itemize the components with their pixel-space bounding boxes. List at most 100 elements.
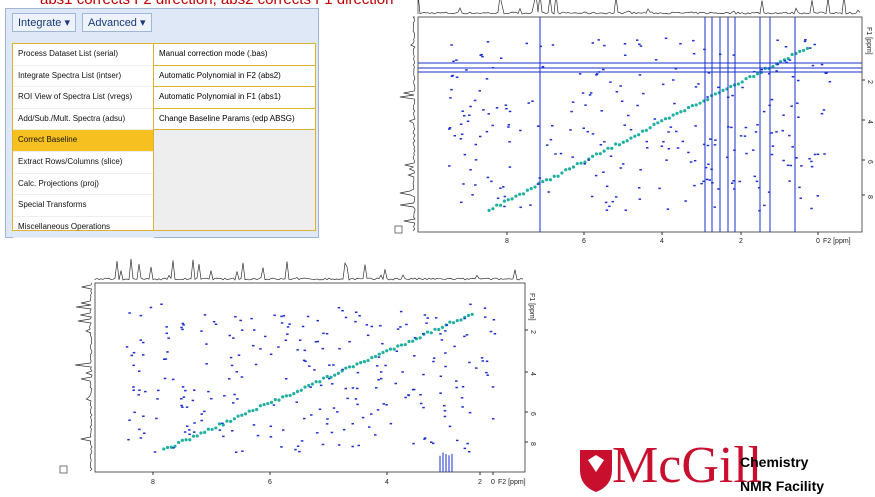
cross-peak [584,104,587,106]
diagonal-peak [556,174,560,178]
diagonal-peak [269,400,274,404]
cross-peak [627,114,630,117]
diagonal-peak [221,423,225,427]
diagonal-peak [564,168,568,172]
cross-peak [301,325,305,328]
cross-peak [586,130,590,133]
diagonal-peak [552,174,556,178]
cross-peak [619,85,622,87]
submenu-item[interactable]: Automatic Polynomial in F1 (abs1) [154,87,315,109]
cross-peak [609,81,612,83]
cross-peak [191,399,195,402]
cross-peak [624,209,628,211]
menu-item[interactable]: Integrate Spectra List (intser) [13,66,154,88]
menu-tab[interactable]: Integrate ▾ [12,13,76,32]
cross-peak [707,163,710,165]
cross-peak [205,343,208,345]
submenu-item[interactable]: Automatic Polynomial in F2 (abs2) [154,65,315,88]
cross-peak [732,54,736,56]
cross-peak [636,104,639,107]
diagonal-peak [544,178,549,182]
cross-peak [357,444,360,447]
cross-peak [313,369,316,371]
cross-peak [487,113,490,115]
cross-peak [588,94,592,96]
cross-peak [331,383,334,385]
menu-item[interactable]: Special Transforms [13,195,154,217]
cross-peak [132,364,135,367]
cross-peak [604,201,608,204]
cross-peak [385,404,388,406]
diagonal-peak [177,440,181,445]
menu-tabs: Integrate ▾ Advanced ▾ [12,13,152,32]
cross-peak [239,319,242,322]
cross-peak [578,73,582,75]
cross-peak [702,180,705,183]
diagonal-peak [652,122,656,126]
diagonal-peak [686,105,691,110]
diagonal-peak [514,194,518,198]
cross-peak [460,397,464,399]
diagonal-peak [277,398,281,402]
menu-item[interactable]: Process Dataset List (serial) [13,44,154,66]
x-tick-label: 0 [491,479,495,486]
cross-peak [694,125,697,127]
cross-peak [355,311,358,313]
diagonal-peak [295,389,300,394]
menu-item[interactable]: Calc. Projections (proj) [13,174,154,196]
menu-item[interactable]: Miscellaneous Operations [13,217,154,239]
cross-peak [797,79,800,82]
cross-peak [638,43,641,46]
cross-peak [776,63,780,66]
cross-peak [697,83,700,85]
cross-peak [684,200,687,202]
diagonal-peak [617,143,622,147]
diagonal-peak [598,152,602,156]
cross-peak [489,330,493,333]
cross-peak [443,410,447,412]
cross-peak [733,188,736,190]
x-axis-label: F2 [ppm] [823,238,851,245]
diagonal-peak [567,167,572,171]
diagonal-peak [225,419,229,423]
cross-peak [717,188,720,190]
diagonal-peak [729,84,733,89]
y-axis-label: F1 [ppm] [528,293,535,321]
menu-item[interactable]: Extract Rows/Columns (slice) [13,152,154,174]
diagonal-peak [399,343,404,347]
cross-peak [739,135,743,137]
cross-peak [784,45,788,48]
cross-peak [269,353,273,356]
diagonal-peak [385,349,389,353]
cross-peak [132,351,136,354]
diagonal-peak [429,331,433,335]
cross-peak [667,148,671,150]
cross-peak [348,340,351,343]
cross-peak [828,80,832,83]
submenu-item[interactable]: Change Baseline Params (edp ABSG) [154,108,315,131]
menu-tab[interactable]: Advanced ▾ [82,13,152,32]
cross-peak [375,365,379,367]
cross-peak [485,360,489,363]
cross-peak [730,182,734,184]
menu-item[interactable]: Add/Sub./Mult. Spectra (adsu) [13,109,154,131]
cross-peak [422,333,425,335]
cross-peak [212,320,216,323]
cross-peak [141,354,145,356]
cross-peak [486,374,489,376]
submenu-item[interactable]: Manual correction mode (.bas) [154,44,315,66]
cross-peak [230,430,234,432]
cross-peak [692,52,696,55]
cross-peak [623,124,626,126]
menu-item[interactable]: ROI View of Spectra List (vregs) [13,87,154,109]
x-tick-label: 4 [385,479,389,486]
diagonal-peak [370,355,374,360]
cross-peak [508,110,512,113]
menu-item[interactable]: Correct Baseline [13,130,154,152]
cross-peak [325,423,329,425]
plot-frame [417,16,863,233]
diagonal-peak [594,152,599,156]
cross-peak [375,387,378,389]
cross-peak [309,386,312,388]
